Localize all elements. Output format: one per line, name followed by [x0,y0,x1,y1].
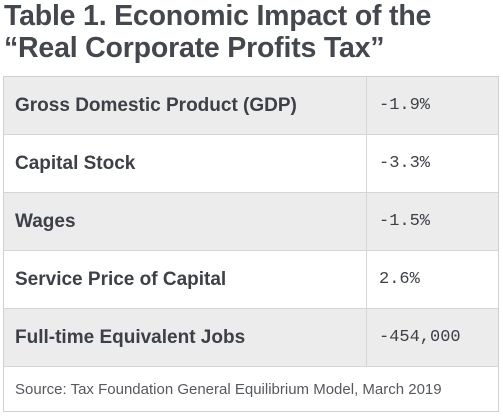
table-title: Table 1. Economic Impact of the “Real Co… [4,0,432,64]
impact-table: Gross Domestic Product (GDP) -1.9% Capit… [3,76,499,412]
row-value: 2.6% [379,270,420,289]
row-label: Capital Stock [4,135,367,192]
table-row: Capital Stock -3.3% [4,135,498,193]
row-label: Full-time Equivalent Jobs [4,309,367,366]
row-value: -1.9% [379,96,431,115]
row-label: Gross Domestic Product (GDP) [4,77,367,134]
row-value: -3.3% [379,154,431,173]
row-value: -1.5% [379,212,431,231]
row-label: Service Price of Capital [4,251,367,308]
table-row: Gross Domestic Product (GDP) -1.9% [4,77,498,135]
table-row: Full-time Equivalent Jobs -454,000 [4,309,498,367]
row-value: -454,000 [379,328,461,347]
source-note: Source: Tax Foundation General Equilibri… [4,367,498,411]
table-row: Wages -1.5% [4,193,498,251]
table-row: Service Price of Capital 2.6% [4,251,498,309]
row-label: Wages [4,193,367,250]
